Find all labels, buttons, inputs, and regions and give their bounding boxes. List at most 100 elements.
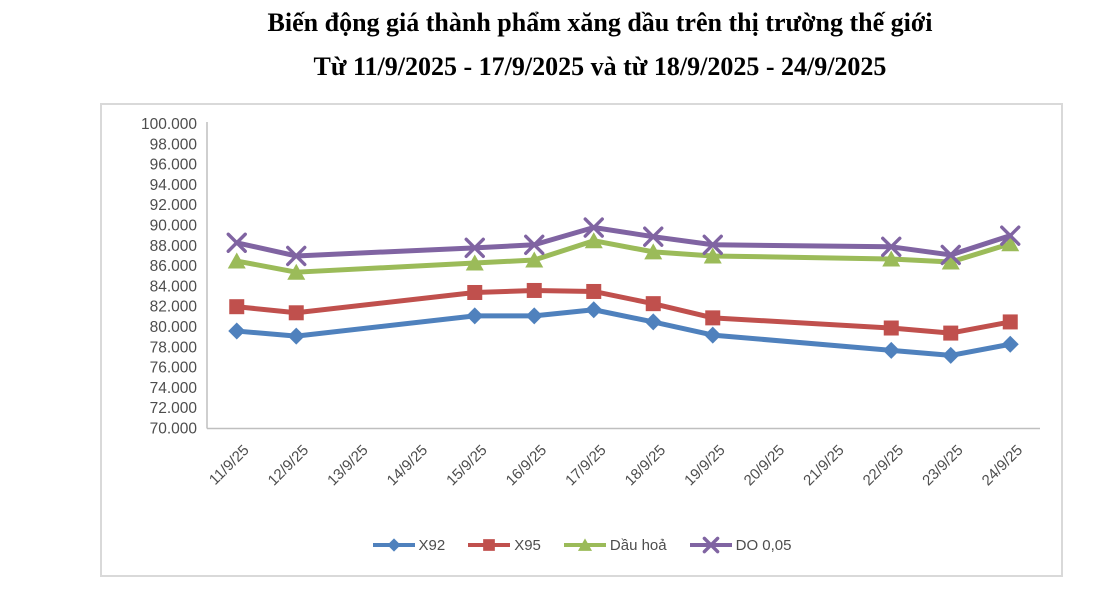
- marker-triangle-icon: [644, 243, 663, 260]
- marker-x-icon: [464, 237, 485, 259]
- chart-frame: [100, 103, 1063, 577]
- marker-triangle-icon: [584, 232, 603, 249]
- y-axis-tick-label: 80.000: [150, 319, 198, 336]
- x-axis-tick-label: 15/9/25: [443, 442, 490, 489]
- y-axis-tick-label: 78.000: [150, 339, 198, 356]
- marker-x-icon: [583, 217, 604, 238]
- marker-x-icon: [286, 245, 307, 267]
- series-line: [234, 287, 1013, 336]
- y-axis-tick-label: 98.000: [150, 136, 198, 153]
- marker-triangle-icon: [287, 263, 306, 280]
- marker-triangle-icon: [1001, 235, 1020, 252]
- x-axis-tick-label: 11/9/25: [206, 442, 253, 489]
- x-axis-tick-label: 12/9/25: [265, 442, 312, 489]
- series-DO 0,05: [226, 217, 1021, 267]
- x-axis-tick-label: 24/9/25: [979, 442, 1026, 489]
- series-line: [234, 238, 1013, 275]
- marker-diamond-icon: [386, 538, 401, 552]
- legend-marker-diamond-icon: [372, 538, 415, 552]
- marker-square-icon: [1002, 314, 1018, 330]
- marker-square-icon: [645, 296, 661, 312]
- series-Dầu hoả: [227, 232, 1020, 280]
- y-axis-tick-label: 94.000: [150, 177, 198, 194]
- legend-label: Dầu hoả: [609, 536, 667, 554]
- marker-diamond-icon: [882, 341, 900, 359]
- marker-diamond-icon: [228, 322, 246, 340]
- x-axis-tick-label: 14/9/25: [384, 442, 431, 489]
- series-line: [234, 307, 1013, 358]
- chart-legend: X92 X95 Dầu hoả DO 0,05: [100, 536, 1063, 554]
- marker-square-icon: [288, 305, 304, 321]
- x-axis-tick-label: 20/9/25: [741, 442, 788, 489]
- legend-label: X95: [514, 536, 541, 554]
- marker-square-icon: [586, 283, 602, 299]
- x-axis-tick-label: 21/9/25: [800, 442, 847, 489]
- legend-item-x95: X95: [467, 536, 541, 554]
- series-X92: [228, 301, 1019, 364]
- y-axis-labels: 100.000 98.000 96.000 94.000 92.000 90.000 88.…: [141, 116, 197, 438]
- legend-label: DO 0,05: [735, 536, 792, 554]
- marker-square-icon: [705, 310, 721, 326]
- marker-diamond-icon: [466, 307, 484, 325]
- marker-square-icon: [229, 299, 245, 315]
- legend-item-dau-hoa: Dầu hoả: [563, 536, 667, 554]
- y-axis-tick-label: 86.000: [150, 258, 198, 275]
- marker-square-icon: [483, 539, 496, 551]
- marker-x-icon: [881, 236, 902, 258]
- marker-triangle-icon: [703, 247, 722, 264]
- marker-diamond-icon: [585, 301, 603, 319]
- marker-x-icon: [940, 244, 961, 266]
- x-axis-tick-label: 22/9/25: [860, 442, 907, 489]
- marker-square-icon: [883, 320, 899, 336]
- marker-triangle-icon: [465, 254, 484, 271]
- y-axis-tick-label: 88.000: [150, 238, 198, 255]
- marker-x-icon: [524, 234, 545, 255]
- marker-triangle-icon: [525, 251, 544, 268]
- legend-item-do-005: DO 0,05: [689, 536, 792, 554]
- marker-diamond-icon: [525, 307, 543, 325]
- marker-triangle-icon: [882, 250, 901, 267]
- legend-item-x92: X92: [372, 536, 446, 554]
- marker-diamond-icon: [704, 326, 722, 344]
- marker-square-icon: [943, 325, 959, 341]
- legend-marker-square-icon: [468, 539, 511, 551]
- marker-square-icon: [467, 284, 483, 300]
- series-line: [234, 225, 1013, 259]
- marker-diamond-icon: [644, 313, 662, 331]
- marker-triangle-icon: [227, 252, 246, 269]
- marker-diamond-icon: [1001, 335, 1019, 353]
- x-axis-tick-label: 23/9/25: [919, 442, 966, 489]
- legend-label: X92: [418, 536, 446, 554]
- marker-diamond-icon: [287, 327, 305, 345]
- y-axis-tick-label: 76.000: [150, 360, 198, 377]
- marker-square-icon: [526, 282, 542, 298]
- marker-x-icon: [702, 234, 723, 255]
- y-axis-tick-label: 90.000: [150, 218, 198, 235]
- series-X95: [229, 282, 1018, 341]
- y-axis-tick-label: 82.000: [150, 299, 198, 316]
- legend-marker-x-icon: [689, 536, 732, 554]
- y-axis-tick-label: 84.000: [150, 278, 198, 295]
- marker-x-icon: [702, 536, 719, 554]
- x-axis-tick-label: 13/9/25: [324, 442, 371, 489]
- y-axis-tick-label: 74.000: [150, 380, 198, 397]
- x-axis-tick-label: 17/9/25: [562, 442, 609, 489]
- marker-triangle-icon: [577, 538, 592, 551]
- chart-title: Biến động giá thành phẩm xăng dầu trên t…: [267, 8, 933, 37]
- marker-triangle-icon: [941, 253, 960, 270]
- x-axis-tick-label: 16/9/25: [503, 442, 550, 489]
- marker-x-icon: [1000, 225, 1021, 246]
- marker-x-icon: [643, 226, 664, 247]
- y-axis-tick-label: 72.000: [150, 400, 198, 417]
- y-axis-tick-label: 100.000: [141, 116, 197, 133]
- chart-subtitle: Từ 11/9/2025 - 17/9/2025 và từ 18/9/2025…: [313, 52, 887, 81]
- marker-diamond-icon: [942, 346, 960, 364]
- y-axis-tick-label: 92.000: [150, 197, 198, 214]
- x-axis-labels: 11/9/25 12/9/25 13/9/25 14/9/25 15/9/25 16/9/…: [206, 442, 1026, 489]
- y-axis-tick-label: 96.000: [150, 157, 198, 174]
- marker-x-icon: [226, 232, 247, 253]
- x-axis-tick-label: 19/9/25: [681, 442, 728, 489]
- y-axis-tick-label: 70.000: [150, 421, 198, 438]
